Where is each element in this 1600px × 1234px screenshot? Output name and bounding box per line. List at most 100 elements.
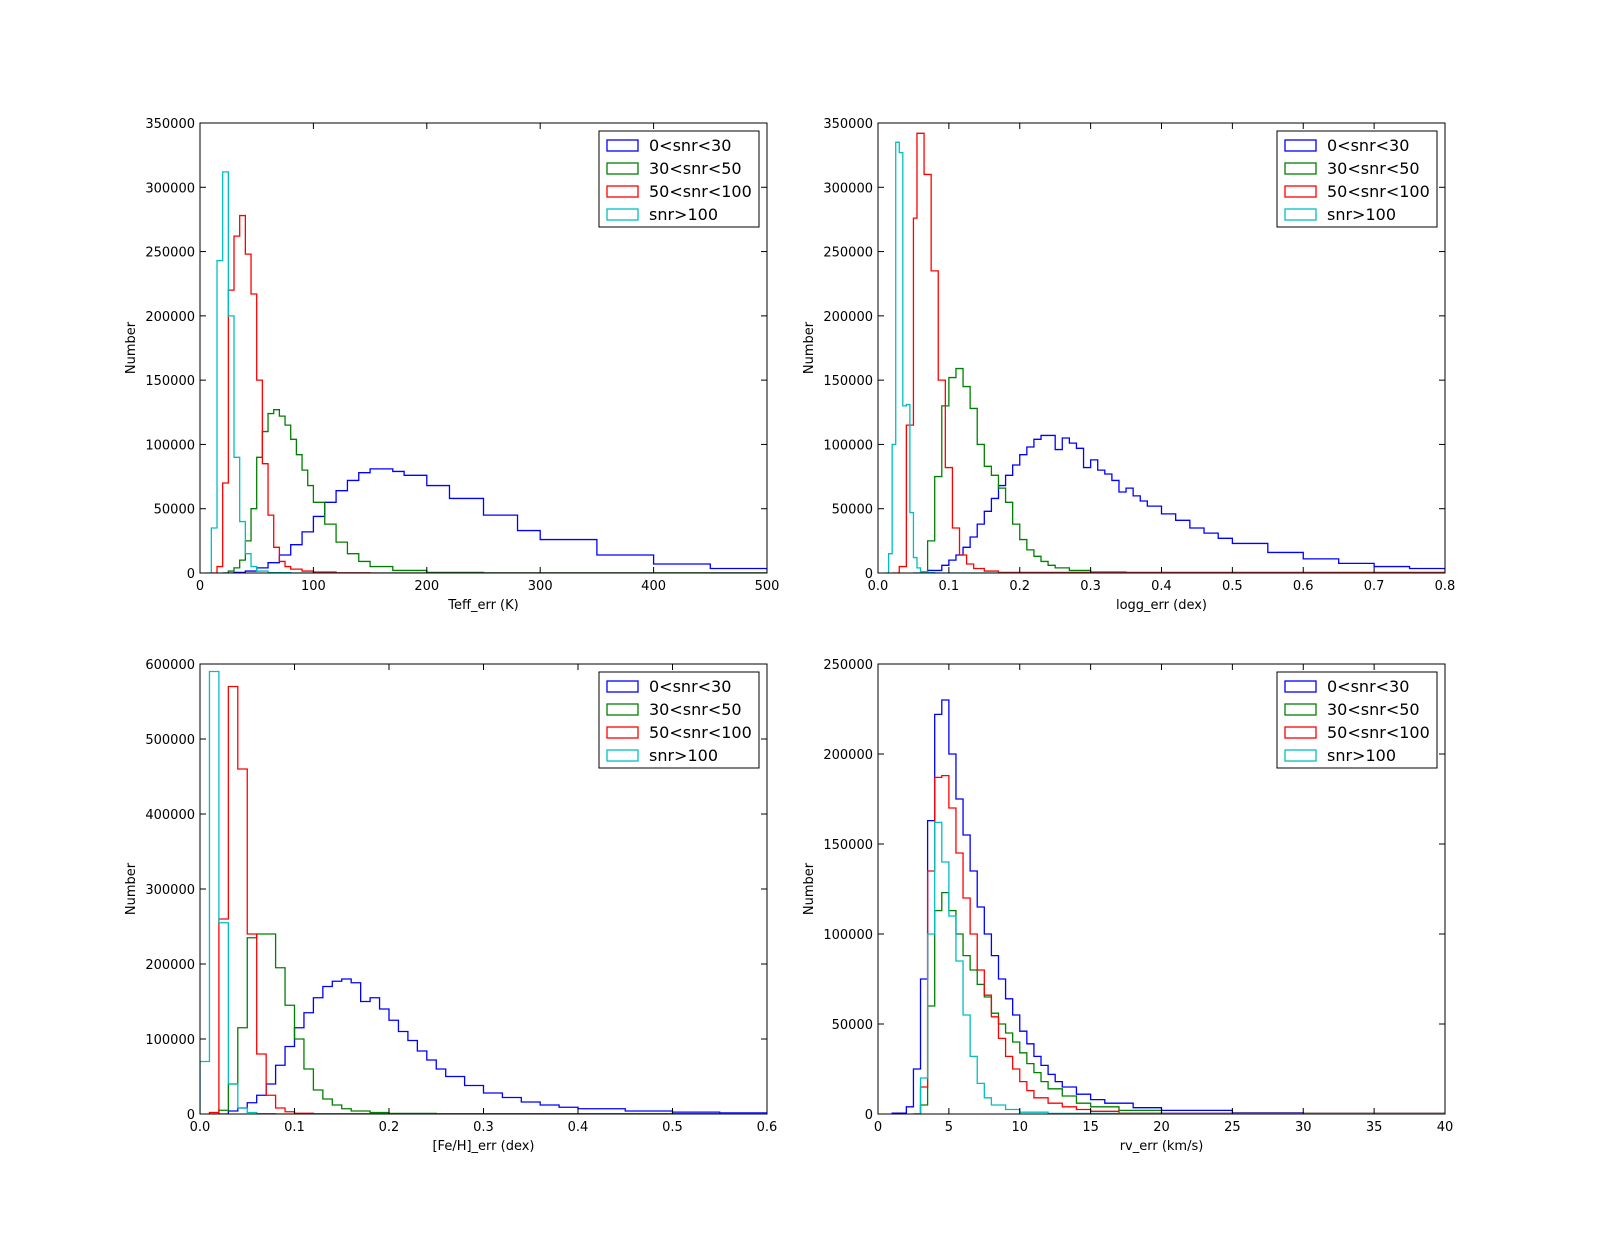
legend-swatch bbox=[606, 749, 639, 762]
x-tick-label: 100 bbox=[301, 579, 326, 594]
x-tick-label: 20 bbox=[1153, 1120, 1170, 1135]
y-axis-label: Number bbox=[802, 321, 817, 374]
legend-swatch bbox=[606, 162, 639, 175]
legend-swatch bbox=[1284, 162, 1317, 175]
legend-label: 50<snr<100 bbox=[1327, 723, 1430, 742]
x-tick-label: 0.4 bbox=[568, 1120, 589, 1135]
x-tick-label: 200 bbox=[414, 579, 439, 594]
x-axis-label: rv_err (km/s) bbox=[1120, 1139, 1204, 1154]
legend-label: 30<snr<50 bbox=[1327, 700, 1420, 719]
x-tick-label: 5 bbox=[945, 1120, 953, 1135]
y-tick-label: 50000 bbox=[154, 503, 195, 518]
x-tick-label: 500 bbox=[755, 579, 780, 594]
chart-panel-3: 0.0 0.1 0.2 0.3 0.4 0.5 0.6 0 100000 200000 300000… bbox=[124, 658, 777, 1154]
x-tick-label: 0 bbox=[196, 579, 204, 594]
series-3-line bbox=[913, 774, 1445, 1114]
legend-label: 30<snr<50 bbox=[649, 159, 742, 178]
y-tick-label: 100000 bbox=[823, 438, 873, 453]
x-tick-label: 0 bbox=[874, 1120, 882, 1135]
x-tick-label: 0.5 bbox=[662, 1120, 683, 1135]
legend-swatch bbox=[1284, 680, 1317, 693]
series-1-line bbox=[218, 978, 767, 1114]
x-tick-label: 0.6 bbox=[1293, 579, 1314, 594]
legend-swatch bbox=[1284, 726, 1317, 739]
x-tick-label: 15 bbox=[1082, 1120, 1099, 1135]
series-4-line bbox=[913, 821, 1445, 1114]
x-tick-label: 0.8 bbox=[1435, 579, 1456, 594]
y-axis-label: Number bbox=[124, 862, 139, 915]
series-3-line bbox=[892, 132, 1445, 573]
x-tick-label: 0.2 bbox=[379, 1120, 400, 1135]
y-tick-label: 50000 bbox=[832, 1018, 873, 1033]
legend-label: 0<snr<30 bbox=[649, 677, 731, 696]
legend-label: snr>100 bbox=[1327, 205, 1396, 224]
y-tick-label: 100000 bbox=[145, 1033, 195, 1048]
y-tick-label: 250000 bbox=[145, 246, 195, 261]
legend-swatch bbox=[606, 139, 639, 152]
series-2-line bbox=[209, 933, 767, 1114]
y-tick-label: 300000 bbox=[145, 181, 195, 196]
x-tick-label: 0.5 bbox=[1222, 579, 1243, 594]
x-tick-label: 40 bbox=[1437, 1120, 1454, 1135]
legend-swatch bbox=[606, 680, 639, 693]
legend: 0<snr<30 30<snr<50 50<snr<100 snr>100 bbox=[598, 130, 760, 228]
legend-swatch bbox=[1284, 185, 1317, 198]
legend-box bbox=[1276, 130, 1438, 228]
plot-frame bbox=[199, 122, 768, 574]
x-tick-label: 0.0 bbox=[868, 579, 889, 594]
x-tick-label: 300 bbox=[528, 579, 553, 594]
series-3-line bbox=[208, 685, 767, 1114]
x-tick-label: 0.3 bbox=[473, 1120, 494, 1135]
legend-label: 50<snr<100 bbox=[649, 723, 752, 742]
y-tick-label: 50000 bbox=[832, 503, 873, 518]
y-tick-label: 0 bbox=[865, 1108, 873, 1123]
legend: 0<snr<30 30<snr<50 50<snr<100 snr>100 bbox=[1276, 130, 1438, 228]
legend-box bbox=[598, 671, 760, 769]
legend-label: snr>100 bbox=[649, 205, 718, 224]
y-tick-label: 100000 bbox=[823, 928, 873, 943]
x-tick-label: 0.0 bbox=[190, 1120, 211, 1135]
legend-label: snr>100 bbox=[649, 746, 718, 765]
y-tick-label: 200000 bbox=[823, 310, 873, 325]
x-tick-label: 0.7 bbox=[1364, 579, 1385, 594]
x-tick-label: 0.2 bbox=[1009, 579, 1030, 594]
legend-swatch bbox=[1284, 749, 1317, 762]
y-tick-label: 300000 bbox=[823, 181, 873, 196]
legend-label: 0<snr<30 bbox=[1327, 677, 1409, 696]
series-2-line bbox=[222, 409, 767, 573]
legend: 0<snr<30 30<snr<50 50<snr<100 snr>100 bbox=[1276, 671, 1438, 769]
series-1-line bbox=[222, 468, 767, 573]
y-tick-label: 250000 bbox=[823, 658, 873, 673]
x-tick-label: 0.1 bbox=[284, 1120, 305, 1135]
y-tick-label: 200000 bbox=[823, 748, 873, 763]
series-2-line bbox=[913, 891, 1445, 1114]
y-tick-label: 400000 bbox=[145, 808, 195, 823]
y-tick-label: 150000 bbox=[145, 374, 195, 389]
x-tick-label: 35 bbox=[1366, 1120, 1383, 1135]
chart-panel-2: 0.0 0.1 0.2 0.3 0.4 0.5 0.6 0.7 0.8 0 50000 100000 1… bbox=[802, 117, 1455, 613]
x-axis-label: Teff_err (K) bbox=[447, 598, 518, 613]
x-tick-label: 25 bbox=[1224, 1120, 1241, 1135]
x-tick-label: 400 bbox=[641, 579, 666, 594]
y-tick-label: 200000 bbox=[145, 310, 195, 325]
series-2-line bbox=[920, 367, 1445, 573]
y-axis-label: Number bbox=[802, 862, 817, 915]
x-tick-label: 0.1 bbox=[939, 579, 960, 594]
legend-label: 30<snr<50 bbox=[649, 700, 742, 719]
x-tick-label: 10 bbox=[1011, 1120, 1028, 1135]
legend-label: 50<snr<100 bbox=[1327, 182, 1430, 201]
y-axis-label: Number bbox=[124, 321, 139, 374]
x-tick-label: 0.3 bbox=[1080, 579, 1101, 594]
y-tick-label: 0 bbox=[187, 1108, 195, 1123]
y-tick-label: 250000 bbox=[823, 246, 873, 261]
y-tick-label: 150000 bbox=[823, 374, 873, 389]
series-4-line bbox=[885, 141, 1445, 573]
legend-swatch bbox=[1284, 703, 1317, 716]
y-tick-label: 300000 bbox=[145, 883, 195, 898]
chart-panel-4: 0 5 10 15 20 25 30 35 40 0 50000 100000 150000 200000… bbox=[802, 658, 1453, 1154]
legend-swatch bbox=[606, 208, 639, 221]
legend: 0<snr<30 30<snr<50 50<snr<100 snr>100 bbox=[598, 671, 760, 769]
series-4-line bbox=[205, 171, 767, 573]
y-tick-label: 150000 bbox=[823, 838, 873, 853]
